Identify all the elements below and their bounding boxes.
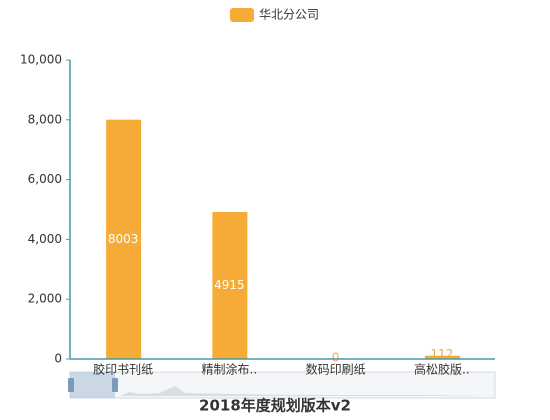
bar (106, 119, 142, 359)
bar (212, 212, 248, 359)
slider-track[interactable] (69, 371, 496, 399)
x-tick-label: 精制涂布.. (202, 362, 258, 377)
y-tick-label: 4,000 (28, 232, 62, 246)
bar (424, 355, 460, 359)
slider-handle[interactable] (112, 378, 118, 392)
legend-swatch[interactable] (230, 8, 254, 22)
slider-shadow (70, 386, 495, 396)
y-tick-label: 2,000 (28, 292, 62, 306)
y-tick-label: 8,000 (28, 112, 62, 126)
data-label: 8003 (108, 232, 139, 246)
y-tick-label: 10,000 (20, 53, 62, 67)
y-tick-label: 6,000 (28, 172, 62, 186)
slider-window[interactable] (70, 372, 115, 398)
data-zoom-slider[interactable] (68, 371, 496, 399)
data-label: 112 (430, 347, 453, 361)
data-label: 4915 (214, 278, 245, 292)
chart-title: 2018年度规划版本v2 (199, 397, 351, 415)
x-tick-label: 胶印书刊纸 (93, 362, 153, 377)
y-tick-label: 0 (54, 352, 62, 366)
data-label: 0 (332, 351, 340, 365)
x-tick-label: 数码印刷纸 (306, 362, 366, 377)
legend-label: 华北分公司 (259, 8, 319, 22)
x-tick-label: 高松胶版.. (414, 362, 470, 377)
slider-handle[interactable] (68, 378, 74, 392)
